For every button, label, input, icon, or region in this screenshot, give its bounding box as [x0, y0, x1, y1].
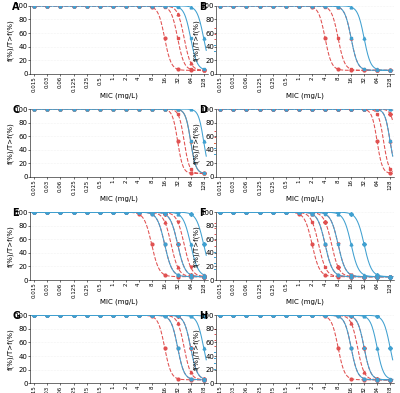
Y-axis label: f(%)/T>f(%): f(%)/T>f(%) [7, 225, 14, 267]
Text: C: C [12, 105, 20, 115]
Y-axis label: f(%)/T>f(%): f(%)/T>f(%) [193, 122, 200, 164]
X-axis label: MIC (mg/L): MIC (mg/L) [286, 299, 324, 305]
X-axis label: MIC (mg/L): MIC (mg/L) [286, 93, 324, 99]
Y-axis label: f(%)/T>f(%): f(%)/T>f(%) [193, 19, 200, 61]
Y-axis label: f(%)/T>f(%): f(%)/T>f(%) [7, 122, 14, 164]
Legend: 0.5g 0.5h, 0.5g q8h, 0.5g 0.5h, 1g q8h 3h, 0.5g 0.5h, 1.5g q8h, 0.5g 0.5h, 2g q8: 0.5g 0.5h, 0.5g q8h, 0.5g 0.5h, 1g q8h 3… [214, 327, 280, 372]
Text: H: H [199, 311, 207, 321]
Legend: 1g q8h, 2g q8h, 3g q8h, 1g q6h, 2g q6h: 1g q8h, 2g q8h, 3g q8h, 1g q6h, 2g q6h [214, 26, 243, 54]
Legend: 1g 0.5h, 1g q8h 3h, 2g 0.5h, 1g q8h 3h, 3g 0.5h, 1g q8h 3h, 1g 0.5h, 1g q6h 3h, : 1g 0.5h, 1g q8h 3h, 2g 0.5h, 1g q8h 3h, … [214, 129, 275, 157]
Y-axis label: f(%)/T>f(%): f(%)/T>f(%) [193, 225, 200, 267]
X-axis label: MIC (mg/L): MIC (mg/L) [100, 196, 138, 202]
Y-axis label: f(%)/T>f(%): f(%)/T>f(%) [193, 329, 200, 370]
X-axis label: MIC (mg/L): MIC (mg/L) [100, 299, 138, 305]
X-axis label: MIC (mg/L): MIC (mg/L) [100, 93, 138, 99]
Text: G: G [12, 311, 20, 321]
X-axis label: MIC (mg/L): MIC (mg/L) [286, 196, 324, 202]
Text: F: F [199, 208, 205, 218]
Y-axis label: f(%)/T>f(%): f(%)/T>f(%) [7, 329, 14, 370]
Text: D: D [199, 105, 207, 115]
Text: A: A [12, 2, 20, 12]
Legend: 0.5g q8h, 1g q8h, 1.5g q8h, 2g q8h, 3.5g q8h, 0.5g q6h, 1g q6h, 1.5g q6h, 2g q6h: 0.5g q8h, 1g q8h, 1.5g q8h, 2g q8h, 3.5g… [214, 220, 248, 272]
Text: E: E [12, 208, 19, 218]
Text: B: B [199, 2, 206, 12]
Y-axis label: f(%)/T>f(%): f(%)/T>f(%) [7, 19, 14, 61]
